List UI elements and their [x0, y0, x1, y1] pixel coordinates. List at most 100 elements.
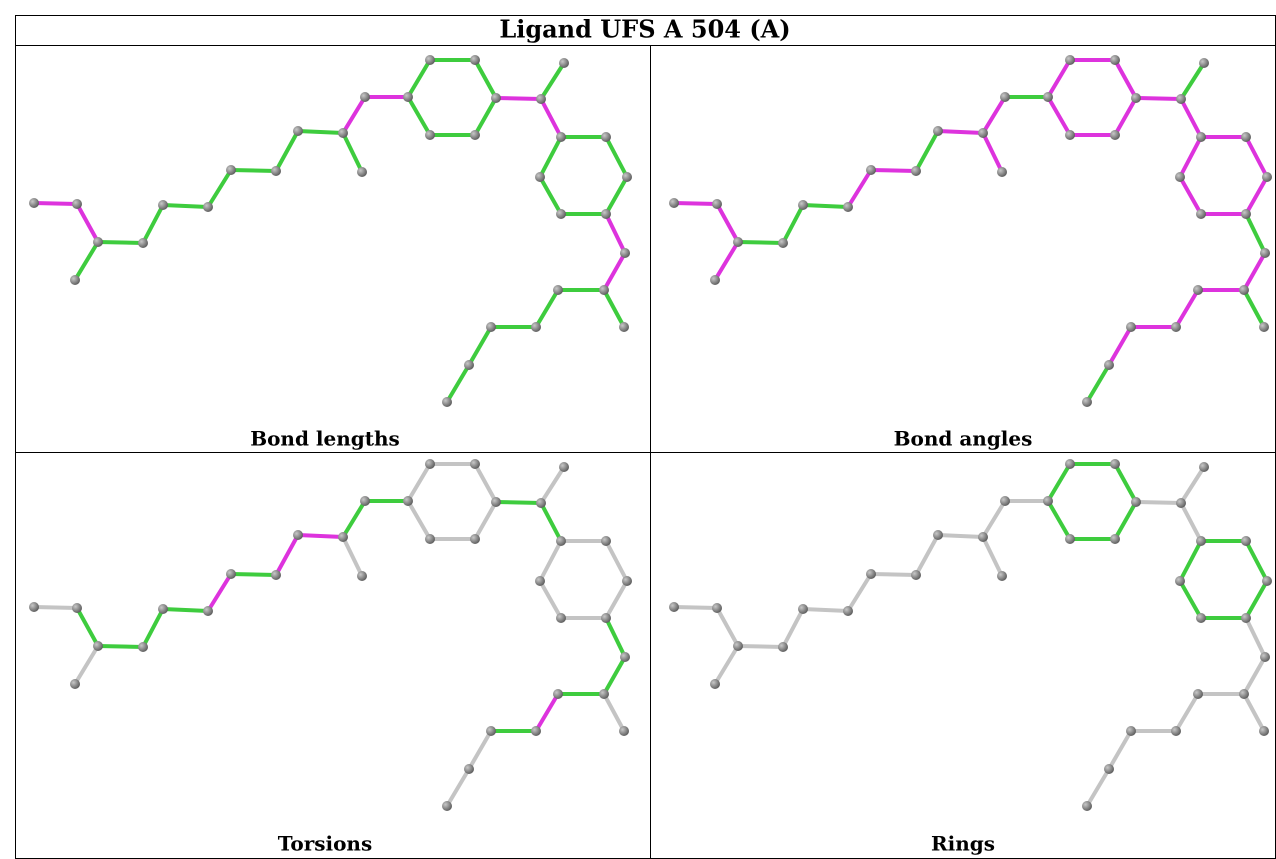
- bond: [534, 288, 560, 329]
- atom: [93, 641, 103, 651]
- bond: [914, 129, 940, 173]
- atom: [669, 198, 679, 208]
- bond: [1244, 579, 1269, 620]
- bond: [713, 240, 740, 282]
- atom: [1239, 689, 1249, 699]
- atom: [138, 238, 148, 248]
- bond: [473, 462, 498, 504]
- atom: [1065, 534, 1075, 544]
- bond: [206, 572, 233, 613]
- atom: [29, 198, 39, 208]
- table-borders: [15, 15, 1276, 859]
- atom: [1196, 209, 1206, 219]
- atom: [72, 603, 82, 613]
- atom: [559, 58, 569, 68]
- atom: [1131, 497, 1141, 507]
- bond: [341, 535, 364, 578]
- atom: [1193, 689, 1203, 699]
- bond: [229, 572, 278, 577]
- atom: [997, 571, 1007, 581]
- atom: [1000, 496, 1010, 506]
- molecule: [669, 459, 1272, 811]
- atom: [798, 604, 808, 614]
- bond: [1046, 95, 1072, 137]
- bond: [604, 579, 629, 620]
- panel-label: Bond lengths: [250, 427, 400, 451]
- atom: [138, 642, 148, 652]
- bond: [981, 95, 1007, 135]
- atom: [619, 726, 629, 736]
- atom: [470, 55, 480, 65]
- bond: [1242, 288, 1266, 329]
- bond: [1174, 692, 1200, 733]
- bond: [1179, 465, 1206, 505]
- atom: [778, 238, 788, 248]
- bond: [602, 251, 627, 292]
- atom: [293, 126, 303, 136]
- atom: [556, 132, 566, 142]
- bond: [467, 729, 493, 771]
- bond: [604, 135, 629, 179]
- bond: [467, 325, 493, 367]
- atom: [464, 764, 474, 774]
- atom: [601, 536, 611, 546]
- atom: [559, 462, 569, 472]
- bond: [914, 533, 940, 577]
- atom: [360, 496, 370, 506]
- bond: [1179, 501, 1203, 543]
- atom: [553, 285, 563, 295]
- atom: [486, 322, 496, 332]
- atom: [712, 199, 722, 209]
- atom: [1259, 726, 1269, 736]
- atom: [556, 536, 566, 546]
- atom: [70, 275, 80, 285]
- title: Ligand UFS A 504 (A): [499, 15, 790, 44]
- atom: [933, 530, 943, 540]
- bond: [736, 644, 785, 649]
- bond: [869, 168, 918, 173]
- atom: [733, 237, 743, 247]
- atom: [710, 679, 720, 689]
- atom: [1065, 459, 1075, 469]
- atom: [619, 322, 629, 332]
- molecule: [669, 55, 1272, 407]
- atom: [403, 92, 413, 102]
- atom: [778, 642, 788, 652]
- bond: [936, 129, 985, 135]
- bond: [736, 240, 785, 245]
- atom: [599, 689, 609, 699]
- bond: [32, 605, 79, 610]
- atom: [470, 534, 480, 544]
- bond: [936, 533, 985, 539]
- bond: [1178, 579, 1203, 620]
- bond: [1174, 288, 1200, 329]
- bond: [1244, 212, 1267, 255]
- bond: [715, 202, 740, 244]
- atom: [536, 94, 546, 104]
- bond: [602, 288, 626, 329]
- atom: [425, 55, 435, 65]
- atom: [491, 93, 501, 103]
- bond: [1085, 363, 1111, 404]
- atom: [338, 128, 348, 138]
- atom: [1176, 498, 1186, 508]
- bond: [494, 500, 543, 505]
- bond: [846, 168, 873, 209]
- atom: [535, 172, 545, 182]
- bond: [32, 201, 79, 206]
- atom: [158, 604, 168, 614]
- atom: [1241, 209, 1251, 219]
- atom: [1262, 172, 1272, 182]
- atom: [470, 130, 480, 140]
- atom: [1104, 360, 1114, 370]
- bond: [1178, 135, 1203, 179]
- bond: [981, 131, 1004, 174]
- atom: [556, 613, 566, 623]
- atom: [843, 606, 853, 616]
- bond: [141, 607, 165, 649]
- bond: [602, 692, 626, 733]
- bond: [406, 462, 432, 503]
- bond: [296, 129, 345, 135]
- atom: [425, 534, 435, 544]
- bond: [1113, 500, 1138, 541]
